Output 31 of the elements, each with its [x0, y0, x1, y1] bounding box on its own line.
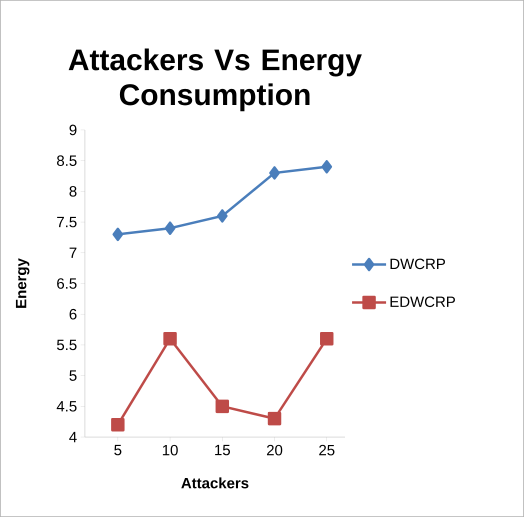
- point: [216, 400, 230, 414]
- point: [112, 228, 124, 242]
- y-tick-label: 5: [69, 370, 77, 381]
- y-tick-label: 8.5: [57, 155, 77, 166]
- point: [111, 418, 125, 432]
- y-tick-label: 4: [69, 432, 77, 442]
- x-tick-label: 10: [162, 444, 178, 456]
- y-tick-label: 7: [70, 248, 76, 258]
- x-tick-label: 15: [215, 444, 230, 456]
- point: [269, 166, 280, 180]
- y-tick-label: 6.5: [57, 278, 77, 289]
- x-tick-label: 5: [114, 444, 122, 456]
- y-axis-title: Energy: [16, 258, 30, 308]
- point: [320, 332, 334, 346]
- point: [163, 332, 177, 346]
- point: [268, 412, 282, 426]
- y-tick-label: 8: [70, 186, 77, 197]
- x-tick-label: 20: [266, 444, 282, 456]
- legend-label: DWCRP: [390, 258, 445, 270]
- y-tick-label: 9: [70, 124, 76, 136]
- chart-title: Attackers Vs Energy Consumption: [68, 48, 362, 112]
- y-tick-label: 4.5: [56, 401, 77, 412]
- y-tick-label: 6: [70, 308, 77, 320]
- x-axis-title: Attackers: [181, 477, 248, 488]
- x-tick-label: 25: [319, 444, 334, 456]
- point: [164, 221, 176, 235]
- legend-label: EDWCRP: [390, 296, 455, 308]
- point: [216, 209, 228, 223]
- y-tick-label: 5.5: [56, 340, 77, 350]
- y-tick-label: 7.5: [57, 216, 77, 228]
- point: [321, 160, 332, 174]
